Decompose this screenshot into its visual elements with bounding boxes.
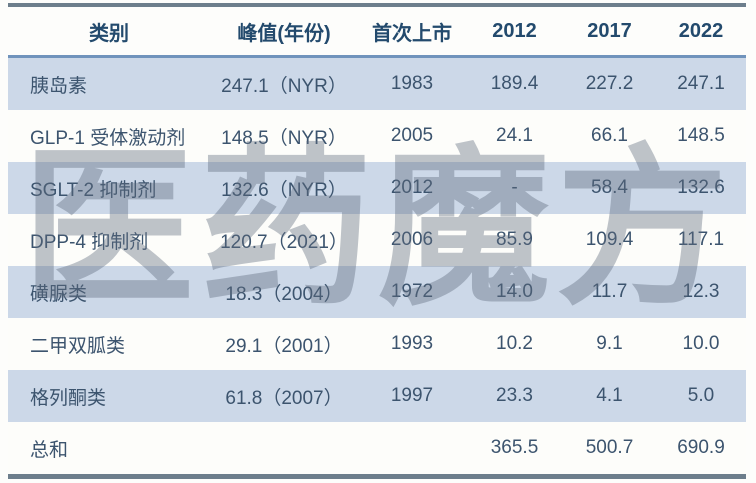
cell-2017: 11.7 — [591, 281, 628, 302]
cell-first-launch: 2012 — [390, 177, 434, 198]
cell-category: 格列酮类 — [30, 387, 107, 409]
cell-2017: 109.4 — [585, 229, 634, 250]
cell-2022: 12.3 — [682, 281, 720, 302]
cell-2012: 189.4 — [490, 73, 539, 94]
cell-peak: 29.1（2001） — [225, 335, 343, 357]
cell-2022: 132.6 — [677, 177, 725, 198]
drug-class-sales-table: 类别 峰值(年份) 首次上市 2012 2017 2022 胰岛素 247.1（… — [8, 3, 746, 479]
cell-2012: 85.9 — [496, 229, 533, 250]
table-row-metformin: 二甲双胍类 29.1（2001） 1993 10.2 9.1 10.0 — [8, 318, 746, 370]
table-row-sglt2: SGLT-2 抑制剂 132.6（NYR） 2012 - 58.4 132.6 — [8, 162, 746, 214]
table-row-glitazone: 格列酮类 61.8（2007） 1997 23.3 4.1 5.0 — [8, 370, 746, 422]
table-body: 胰岛素 247.1（NYR） 1983 189.4 227.2 247.1 GL… — [8, 56, 746, 477]
table-row-glp1: GLP-1 受体激动剂 148.5（NYR） 2005 24.1 66.1 14… — [8, 110, 746, 162]
cell-peak: 247.1（NYR） — [221, 75, 347, 97]
cell-2012: 24.1 — [496, 125, 533, 146]
cell-category: SGLT-2 抑制剂 — [30, 179, 157, 201]
cell-first-launch: 1972 — [390, 281, 434, 302]
cell-category: 磺脲类 — [30, 283, 88, 305]
cell-category: DPP-4 抑制剂 — [30, 231, 149, 253]
col-header-category: 类别 — [8, 5, 210, 58]
cell-peak: 18.3（2004） — [225, 283, 343, 305]
cell-2012: 365.5 — [490, 437, 539, 458]
table-row-dpp4: DPP-4 抑制剂 120.7（2021） 2006 85.9 109.4 11… — [8, 214, 746, 266]
cell-2017: 4.1 — [596, 385, 623, 406]
cell-2022: 247.1 — [677, 73, 725, 94]
cell-peak: 61.8（2007） — [225, 387, 343, 409]
cell-2017: 227.2 — [585, 73, 634, 94]
cell-2022: 10.0 — [682, 333, 720, 354]
cell-first-launch: 1983 — [390, 73, 434, 94]
cell-2022: 148.5 — [677, 125, 725, 146]
cell-peak: 148.5（NYR） — [221, 127, 347, 149]
cell-2012: 10.2 — [496, 333, 533, 354]
cell-2017: 58.4 — [591, 177, 628, 198]
cell-2022: 5.0 — [687, 385, 715, 406]
cell-2022: 690.9 — [677, 437, 725, 458]
table-header: 类别 峰值(年份) 首次上市 2012 2017 2022 — [8, 5, 746, 58]
cell-first-launch: 2005 — [390, 125, 434, 146]
col-header-peak-year: 峰值(年份) — [210, 5, 358, 58]
table-row-insulin: 胰岛素 247.1（NYR） 1983 189.4 227.2 247.1 — [8, 56, 746, 110]
cell-first-launch — [358, 422, 466, 477]
cell-peak — [210, 422, 358, 477]
table-row-sulfonylurea: 磺脲类 18.3（2004） 1972 14.0 11.7 12.3 — [8, 266, 746, 318]
cell-2017: 66.1 — [591, 125, 628, 146]
col-header-2012: 2012 — [466, 5, 563, 58]
cell-2017: 9.1 — [596, 333, 623, 354]
cell-2012: 14.0 — [496, 281, 533, 302]
cell-peak: 120.7（2021） — [220, 231, 348, 253]
cell-peak: 132.6（NYR） — [221, 179, 347, 201]
col-header-first-launch: 首次上市 — [358, 5, 466, 58]
cell-2017: 500.7 — [585, 437, 634, 458]
header-row: 类别 峰值(年份) 首次上市 2012 2017 2022 — [8, 5, 746, 58]
cell-category: GLP-1 受体激动剂 — [30, 127, 186, 149]
cell-2012: 23.3 — [496, 385, 533, 406]
col-header-2017: 2017 — [563, 5, 656, 58]
col-header-2022: 2022 — [656, 5, 746, 58]
cell-first-launch: 1997 — [390, 385, 434, 406]
table-row-total: 总和 365.5 500.7 690.9 — [8, 422, 746, 477]
cell-category: 二甲双胍类 — [30, 335, 126, 357]
cell-2022: 117.1 — [677, 229, 725, 250]
cell-category: 总和 — [30, 439, 69, 461]
cell-first-launch: 1993 — [390, 333, 434, 354]
cell-2012: - — [511, 177, 518, 198]
cell-category: 胰岛素 — [30, 75, 88, 97]
cell-first-launch: 2006 — [390, 229, 434, 250]
